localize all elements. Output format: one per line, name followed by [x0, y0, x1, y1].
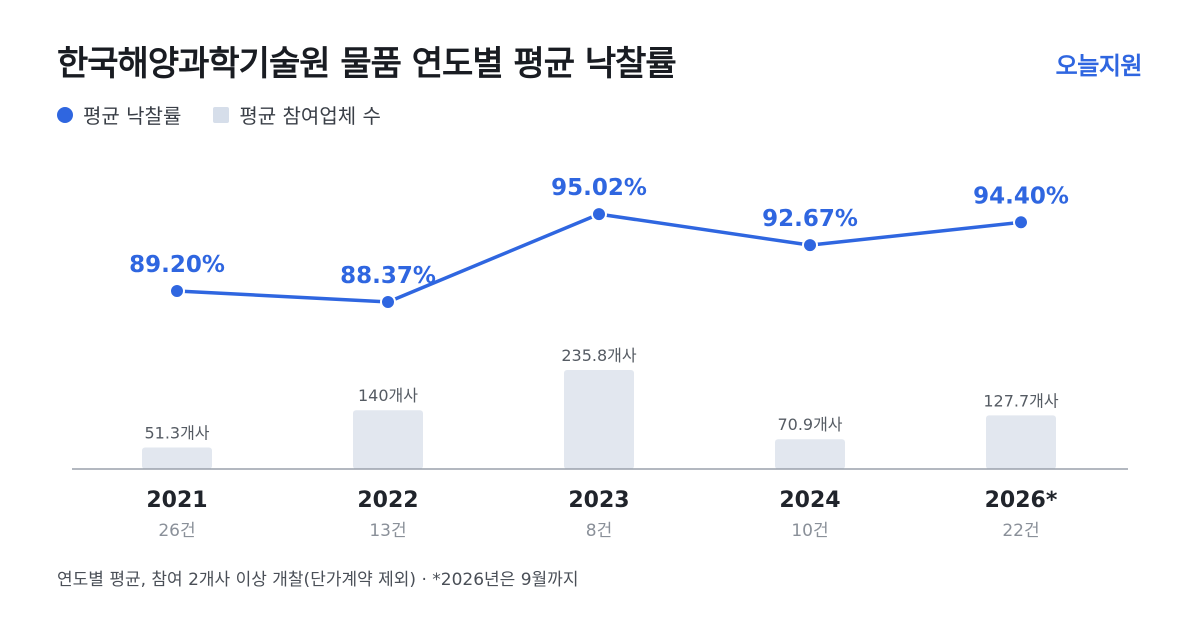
- bars-layer: [142, 370, 1056, 469]
- rate-value-label: 88.37%: [340, 263, 436, 289]
- chart-legend: 평균 낙찰률 평균 참여업체 수: [57, 100, 381, 129]
- chart-title: 한국해양과학기술원 물품 연도별 평균 낙찰률: [57, 44, 677, 84]
- bar-2021: [142, 447, 212, 469]
- line-layer: [169, 206, 1029, 310]
- bar-value-label: 70.9개사: [777, 415, 842, 434]
- legend-item-bidders: 평균 참여업체 수: [213, 100, 381, 129]
- x-tick-label: 2023: [568, 488, 629, 513]
- rate-value-label: 94.40%: [973, 183, 1069, 209]
- bar-2023: [564, 370, 634, 469]
- brand-logo[interactable]: 오늘지원: [1055, 52, 1143, 80]
- rate-point: [591, 206, 607, 223]
- x-tick-label: 2022: [357, 488, 418, 513]
- rate-point: [1013, 214, 1029, 231]
- legend-label-rate: 평균 낙찰률: [83, 104, 182, 128]
- rate-point: [169, 283, 185, 299]
- x-tick-label: 2026*: [985, 488, 1058, 513]
- legend-dot-icon: [57, 106, 73, 123]
- bar-value-label: 140개사: [358, 386, 418, 405]
- footnote: 연도별 평균, 참여 2개사 이상 개찰(단가계약 제외) · *2026년은 …: [57, 570, 579, 590]
- rate-value-label: 92.67%: [762, 206, 858, 232]
- rate-line: [175, 212, 1023, 304]
- legend-item-rate: 평균 낙찰률: [57, 100, 181, 129]
- x-count-label: 10건: [791, 521, 828, 541]
- rate-point: [380, 293, 396, 310]
- x-count-label: 26건: [158, 521, 195, 541]
- x-count-label: 13건: [369, 521, 406, 541]
- x-tick-label: 2021: [146, 488, 207, 513]
- bar-2026: [986, 415, 1056, 469]
- legend-square-icon: [213, 106, 230, 123]
- x-count-label: 8건: [586, 521, 612, 541]
- bar-value-label: 127.7개사: [983, 391, 1059, 410]
- rate-value-label: 95.02%: [551, 175, 647, 201]
- bar-value-label: 235.8개사: [561, 346, 637, 365]
- labels-layer: 51.3개사 140개사 235.8개사 70.9개사 127.7개사 89.20% 88.…: [129, 175, 1069, 541]
- bar-2024: [775, 439, 845, 469]
- rate-point: [802, 237, 818, 254]
- x-count-label: 22건: [1002, 521, 1039, 541]
- bar-value-label: 51.3개사: [144, 423, 209, 442]
- x-tick-label: 2024: [779, 488, 840, 513]
- bar-2022: [353, 410, 423, 469]
- legend-label-bidders: 평균 참여업체 수: [239, 104, 381, 128]
- rate-value-label: 89.20%: [129, 252, 225, 278]
